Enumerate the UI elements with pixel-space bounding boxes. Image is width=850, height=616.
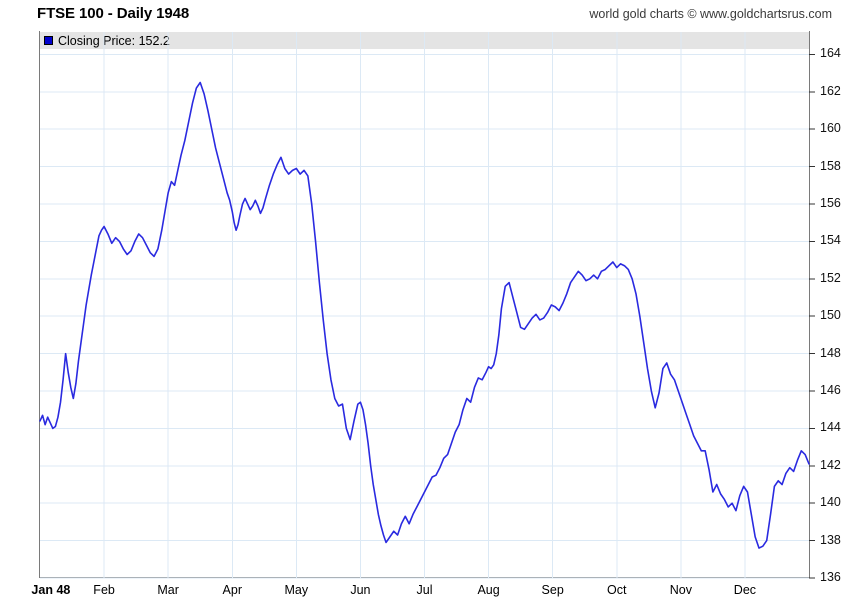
x-tick-label: Nov: [669, 583, 692, 597]
axis-ticks: [809, 53, 815, 579]
y-tick-label: 142: [820, 457, 841, 472]
y-tick-label: 154: [820, 233, 841, 248]
y-tick-label: 152: [820, 270, 841, 285]
watermark-credit: world gold charts © www.goldchartsrus.co…: [589, 7, 832, 21]
y-tick-label: 160: [820, 121, 841, 136]
legend-item-closing-price[interactable]: Closing Price: 152.2: [44, 33, 170, 48]
y-tick-label: 156: [820, 196, 841, 211]
series-lines: [39, 81, 810, 549]
x-tick-label: Dec: [733, 583, 757, 597]
y-tick-label: 146: [820, 383, 841, 397]
legend-item-label: Closing Price: 152.2: [58, 33, 170, 48]
x-tick-label: May: [284, 583, 309, 597]
y-tick-label: 150: [820, 308, 841, 323]
x-tick-label: Jun: [350, 583, 371, 597]
x-tick-label: Jan 48: [31, 583, 71, 597]
x-tick-label: Aug: [477, 583, 500, 597]
y-tick-label: 164: [820, 46, 841, 61]
y-tick-label: 158: [820, 158, 841, 173]
y-tick-label: 162: [820, 83, 841, 98]
legend-swatch-icon: [44, 36, 53, 45]
page-title: FTSE 100 - Daily 1948: [37, 5, 190, 22]
x-tick-label: Jul: [416, 583, 433, 597]
y-tick-label: 138: [820, 532, 841, 547]
x-tick-label: Mar: [157, 583, 179, 597]
x-tick-label: Feb: [93, 583, 115, 597]
y-tick-label: 144: [820, 420, 841, 435]
x-tick-label: Apr: [222, 583, 242, 597]
x-tick-label: Oct: [607, 583, 627, 597]
y-tick-label: 136: [820, 570, 841, 584]
x-tick-label: Sep: [541, 583, 564, 597]
gridlines: [40, 32, 809, 579]
y-tick-label: 148: [820, 345, 841, 360]
series-line: [39, 81, 810, 549]
y-tick-label: 140: [820, 495, 841, 510]
